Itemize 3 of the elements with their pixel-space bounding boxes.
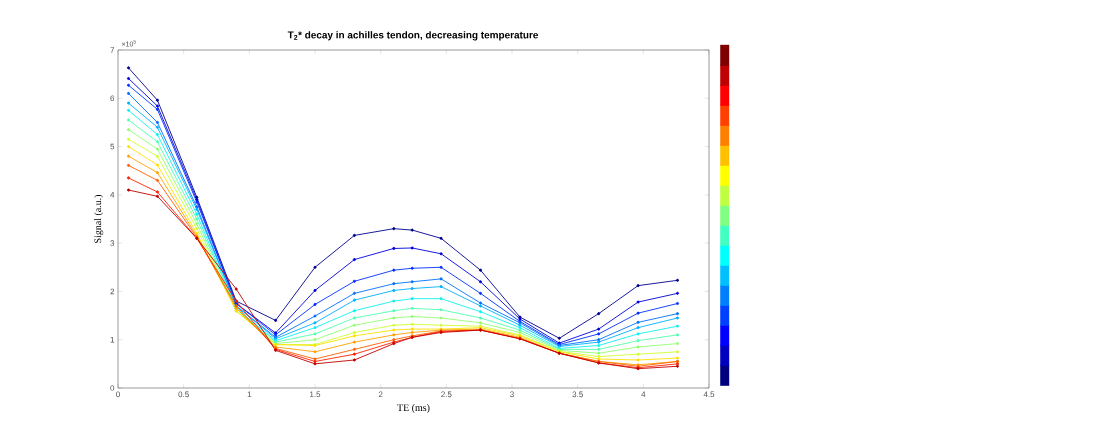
chart-title: T$_{2}$* decay in achilles tendon, decreasing temperature <box>287 31 539 41</box>
x-axis-title: TE (ms) <box>397 403 430 414</box>
y-axis-title: Signal (a.u.) <box>94 194 104 243</box>
